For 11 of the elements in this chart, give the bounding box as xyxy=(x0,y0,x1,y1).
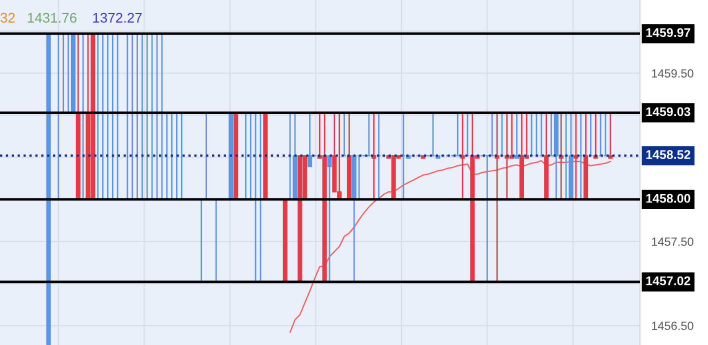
text: 32 xyxy=(0,12,15,23)
ref-line-label: 1457.02 xyxy=(646,276,690,286)
ref-line-label: 1458.52 xyxy=(646,150,690,160)
y-tick-label: 1459.50 xyxy=(652,69,694,78)
annotation: 1372.27 xyxy=(93,12,142,23)
ref-line-label: 1459.03 xyxy=(646,107,690,116)
ref-line-label: 1458.00 xyxy=(646,194,690,203)
ref-line-label: 1459.97 xyxy=(646,28,690,38)
y-tick-label: 1457.50 xyxy=(652,238,694,246)
annotation: 1431.76 xyxy=(28,12,76,23)
y-tick-label: 1456.50 xyxy=(652,322,694,330)
